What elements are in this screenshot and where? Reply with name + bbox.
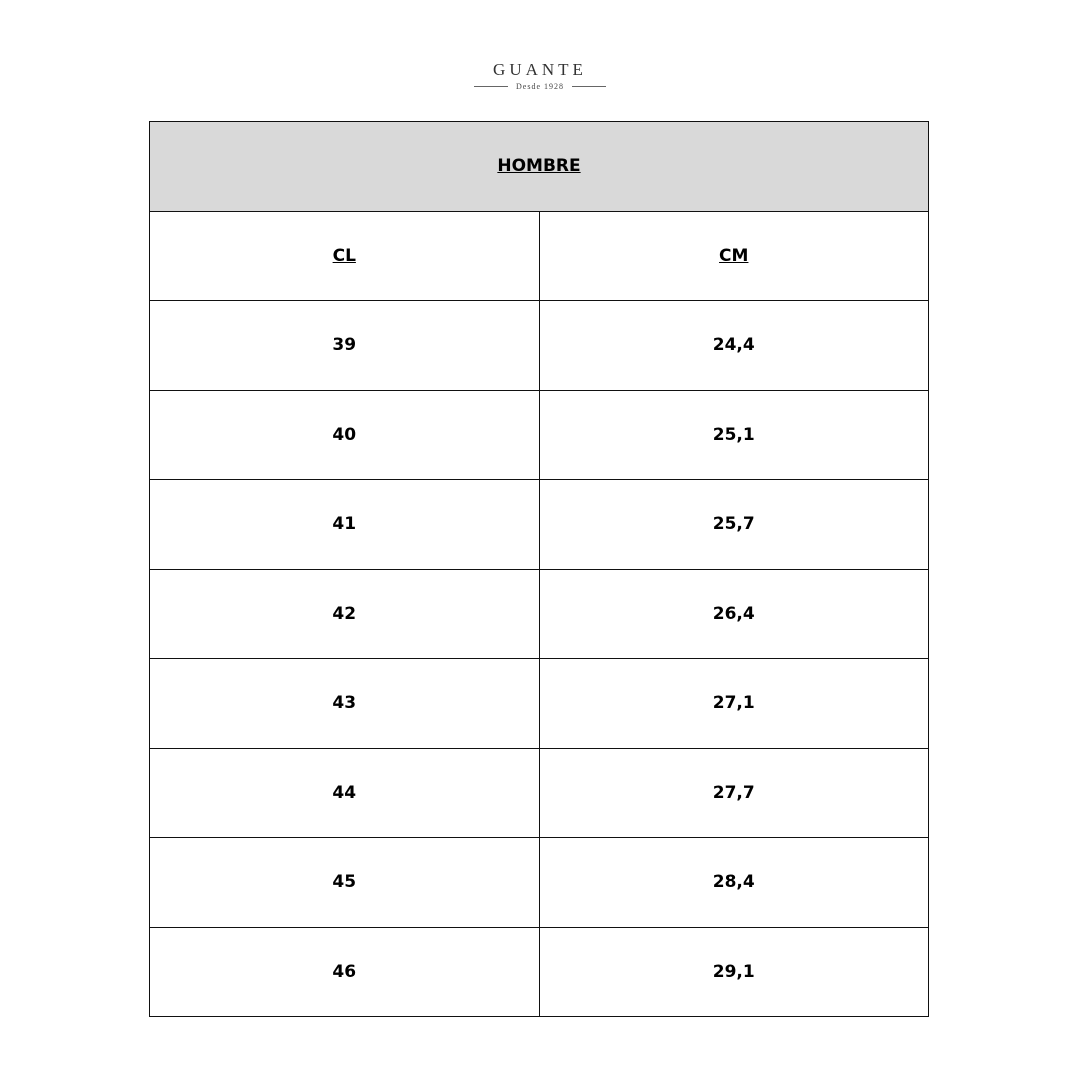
table-title: HOMBRE [149, 121, 929, 212]
table-title-text: HOMBRE [497, 156, 581, 177]
table-row: 43 27,1 [149, 658, 929, 749]
cell-cl: 39 [149, 300, 540, 391]
logo-tagline-row: Desde 1928 [0, 82, 1080, 91]
header-cm-text: CM [719, 245, 749, 266]
cell-cl: 42 [149, 568, 540, 659]
cell-cl: 40 [149, 389, 540, 480]
table-row: 39 24,4 [149, 300, 929, 391]
cell-cm: 26,4 [538, 568, 929, 659]
divider [572, 86, 606, 87]
cell-cl: 45 [149, 837, 540, 928]
logo-tagline: Desde 1928 [516, 82, 564, 91]
header-cl-text: CL [332, 245, 356, 266]
header-cm: CM [538, 210, 929, 301]
header-cl: CL [149, 210, 540, 301]
table-row: 40 25,1 [149, 389, 929, 480]
size-table: HOMBRE CL CM 39 24,4 40 25,1 41 25,7 42 26,4 43 2… [149, 121, 929, 1017]
cell-cl: 44 [149, 747, 540, 838]
cell-cm: 28,4 [538, 837, 929, 928]
table-title-row: HOMBRE [149, 121, 929, 212]
table-row: 44 27,7 [149, 747, 929, 838]
guante-logo: GUANTE Desde 1928 [0, 60, 1080, 91]
cell-cm: 24,4 [538, 300, 929, 391]
cell-cm: 25,1 [538, 389, 929, 480]
table-header-row: CL CM [149, 210, 929, 301]
table-row: 41 25,7 [149, 479, 929, 570]
table-row: 46 29,1 [149, 926, 929, 1017]
table-row: 45 28,4 [149, 837, 929, 928]
divider [474, 86, 508, 87]
cell-cm: 27,7 [538, 747, 929, 838]
cell-cl: 43 [149, 658, 540, 749]
cell-cl: 41 [149, 479, 540, 570]
logo-brand: GUANTE [493, 60, 587, 79]
table-row: 42 26,4 [149, 568, 929, 659]
cell-cm: 25,7 [538, 479, 929, 570]
cell-cl: 46 [149, 926, 540, 1017]
cell-cm: 29,1 [538, 926, 929, 1017]
cell-cm: 27,1 [538, 658, 929, 749]
